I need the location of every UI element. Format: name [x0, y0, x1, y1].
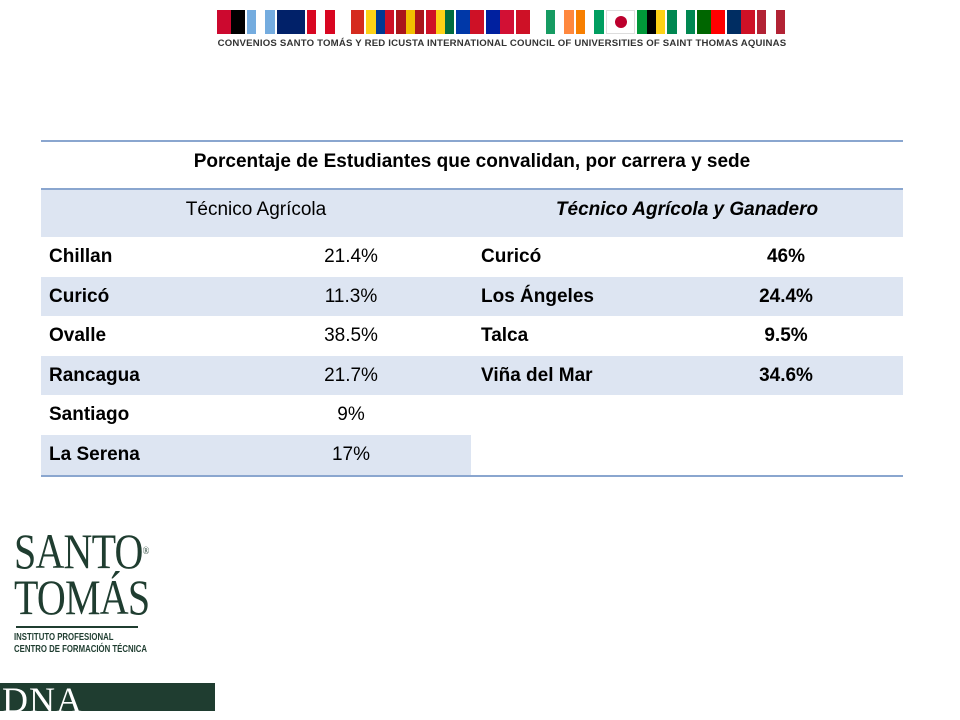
flag-usa-icon	[757, 10, 785, 34]
flag-angola-icon	[217, 10, 245, 34]
table-row: Curicó 11.3% Los Ángeles 24.4%	[41, 276, 903, 317]
registered-mark: ®	[142, 545, 150, 557]
campus-percentage: 21.4%	[324, 246, 378, 267]
flag-ghana-icon	[426, 10, 455, 34]
campus-percentage: 9.5%	[764, 325, 808, 347]
flag-spain-icon	[396, 10, 425, 34]
logo-divider	[16, 626, 138, 628]
logo-word-santo: SANTO®	[14, 523, 150, 579]
banner-caption: CONVENIOS SANTO TOMÁS Y RED ICUSTA INTER…	[217, 38, 787, 49]
table-row: Ovalle 38.5% Talca 9.5%	[41, 316, 903, 356]
table-row: Chillan 21.4% Curicó 46%	[41, 237, 903, 277]
campus-name: La Serena	[49, 443, 140, 465]
table-row: Santiago 9%	[41, 395, 903, 435]
campus-percentage: 21.7%	[324, 364, 378, 386]
table-row: Rancagua 21.7% Viña del Mar 34.6%	[41, 355, 903, 396]
flag-argentina-icon	[246, 10, 275, 34]
flag-mozambique-icon	[637, 10, 666, 34]
table-header-row: Técnico Agrícola Técnico Agrícola y Gana…	[41, 190, 903, 237]
campus-name: Curicó	[481, 246, 542, 267]
campus-name: Viña del Mar	[481, 364, 593, 386]
flag-colombia-icon	[366, 10, 395, 34]
flag-ivory-coast-icon	[575, 10, 604, 34]
campus-name: Ovalle	[49, 325, 107, 347]
campus-percentage: 11.3%	[324, 285, 378, 307]
dna-bar: DNA	[0, 683, 215, 711]
convalidation-table: Porcentaje de Estudiantes que convalidan…	[41, 140, 903, 477]
campus-name: Talca	[481, 325, 529, 347]
flag-indonesia-icon	[515, 10, 544, 34]
flag-japan-icon	[605, 10, 636, 34]
flag-chile-icon	[336, 10, 365, 34]
logo-word-tomas: TOMÁS	[14, 569, 150, 625]
campus-name: Los Ángeles	[481, 285, 594, 307]
header-tecnico-agricola-ganadero: Técnico Agrícola y Ganadero	[555, 199, 819, 220]
header-tecnico-agricola: Técnico Agrícola	[185, 199, 327, 220]
flag-philippines-icon	[456, 10, 484, 34]
campus-percentage: 9%	[337, 404, 365, 426]
dna-logo-text: DNA	[2, 683, 83, 711]
campus-percentage: 17%	[331, 443, 371, 465]
flag-canada-icon	[306, 10, 335, 34]
flag-australia-icon	[276, 10, 305, 34]
campus-percentage: 24.4%	[759, 285, 813, 307]
campus-percentage: 38.5%	[324, 325, 378, 347]
logo-subtitle-cft: CENTRO DE FORMACIÓN TÉCNICA	[14, 644, 148, 655]
flag-nigeria-icon	[667, 10, 696, 34]
campus-name: Curicó	[49, 285, 110, 307]
flag-banner	[217, 10, 785, 34]
table-title: Porcentaje de Estudiantes que convalidan…	[41, 142, 903, 190]
campus-name: Chillan	[49, 246, 113, 267]
campus-name: Rancagua	[49, 364, 140, 386]
campus-name: Santiago	[49, 404, 130, 426]
santo-tomas-logo: SANTO® TOMÁS INSTITUTO PROFESIONAL CENTR…	[14, 523, 214, 656]
table-row: La Serena 17%	[41, 434, 903, 475]
campus-percentage: 34.6%	[759, 364, 813, 386]
campus-percentage: 46%	[766, 246, 806, 267]
flag-ireland-icon	[545, 10, 574, 34]
flag-haiti-icon	[486, 10, 514, 34]
logo-subtitle-instituto: INSTITUTO PROFESIONAL	[14, 632, 114, 643]
flag-portugal-icon	[697, 10, 726, 34]
flag-dominican-republic-icon	[727, 10, 756, 34]
